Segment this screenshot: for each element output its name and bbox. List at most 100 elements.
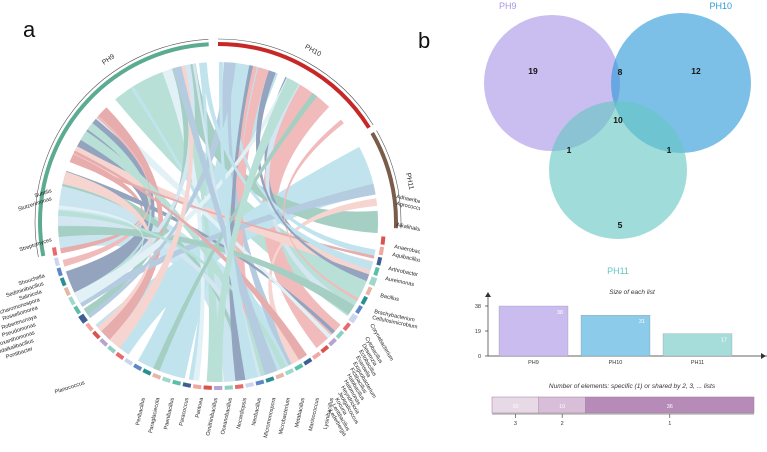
genus-segment bbox=[375, 268, 378, 276]
genus-segment bbox=[381, 247, 382, 255]
venn-set-label: PH9 bbox=[499, 1, 517, 11]
genus-segment bbox=[276, 375, 284, 378]
genus-label: Planococcus bbox=[54, 380, 86, 395]
venn-count-only-ph10: 12 bbox=[691, 66, 701, 76]
genus-segment bbox=[59, 268, 61, 276]
genus-segment bbox=[322, 347, 328, 352]
genus-segment bbox=[134, 365, 141, 369]
stack-value-label: 10 bbox=[559, 404, 565, 410]
genus-segment bbox=[193, 386, 201, 387]
bar-value-label: 38 bbox=[557, 310, 563, 316]
y-tick-label: 0 bbox=[478, 354, 481, 360]
genus-segment bbox=[383, 237, 384, 245]
stack-category-label: 1 bbox=[668, 421, 671, 427]
stack-value-label: 10 bbox=[512, 404, 518, 410]
genus-label: Aureimonas bbox=[385, 276, 415, 288]
genus-segment bbox=[337, 332, 343, 338]
genus-segment bbox=[235, 386, 243, 387]
genus-segment bbox=[56, 258, 58, 266]
genus-segment bbox=[372, 278, 375, 286]
genus-segment bbox=[54, 247, 55, 255]
genus-segment bbox=[313, 353, 320, 358]
genus-segment bbox=[344, 324, 349, 330]
venn-count-ph10-ph11: 1 bbox=[667, 145, 672, 155]
genus-segment bbox=[351, 315, 356, 322]
x-tick-label: PH9 bbox=[528, 360, 539, 366]
bar-value-label: 17 bbox=[721, 338, 727, 344]
genus-segment bbox=[117, 354, 124, 359]
y-tick-label: 19 bbox=[475, 329, 481, 335]
genus-label: Paracoccus bbox=[179, 397, 191, 427]
bar-value-label: 31 bbox=[639, 319, 645, 325]
genus-label: Micromonospora bbox=[263, 396, 278, 438]
genus-segment bbox=[357, 306, 361, 313]
genus-segment bbox=[295, 365, 302, 369]
genus-segment bbox=[125, 360, 132, 364]
genus-label: Peribacillus bbox=[135, 397, 147, 426]
genus-label: Paenibacillus bbox=[163, 397, 176, 430]
genus-segment bbox=[367, 287, 370, 294]
venn-circles bbox=[484, 13, 751, 239]
genus-segment bbox=[183, 384, 191, 386]
shared-elements-bar: Number of elements: specific (1) or shar… bbox=[437, 372, 767, 452]
genus-label: Microbacterium bbox=[278, 397, 292, 435]
genus-segment bbox=[256, 382, 264, 384]
y-axis-arrow bbox=[485, 292, 491, 297]
genus-segment bbox=[87, 324, 92, 330]
genus-label: Pantoea bbox=[195, 396, 205, 418]
group-label: PH10 bbox=[303, 44, 322, 59]
genus-label: Ornithinibacillus bbox=[206, 397, 220, 436]
chord-diagram: PH9PH10PH11SubtilisStutzerimonasStreptom… bbox=[0, 0, 420, 451]
genus-segment bbox=[225, 387, 233, 388]
group-arc-ph11: PH11 bbox=[372, 131, 414, 229]
genus-segment bbox=[81, 315, 86, 322]
genus-segment bbox=[304, 359, 311, 364]
x-tick-label: PH10 bbox=[609, 360, 623, 366]
venn-count-ph9-ph10: 8 bbox=[618, 67, 623, 77]
genus-segment bbox=[330, 339, 336, 345]
genus-segment bbox=[62, 278, 65, 286]
venn-count-only-ph11: 5 bbox=[618, 220, 623, 230]
genus-segment bbox=[75, 307, 79, 314]
stack-category-label: 3 bbox=[514, 421, 517, 427]
genus-segment bbox=[163, 379, 171, 382]
genus-segment bbox=[66, 288, 69, 296]
venn-count-all: 10 bbox=[613, 115, 623, 125]
group-label: PH9 bbox=[101, 53, 116, 66]
genus-label: Oceanobacillus bbox=[220, 397, 234, 435]
genus-label: Nocardiopsis bbox=[236, 397, 249, 430]
genus-segment bbox=[362, 297, 366, 304]
chart-title: Number of elements: specific (1) or shar… bbox=[549, 383, 716, 390]
venn-set-label: PH11 bbox=[607, 266, 629, 276]
chart-title: Size of each list bbox=[609, 289, 656, 296]
genus-segment bbox=[246, 384, 254, 386]
stack-value-label: 36 bbox=[667, 404, 673, 410]
genus-segment bbox=[286, 370, 293, 374]
genus-segment bbox=[204, 387, 212, 388]
x-axis-arrow bbox=[761, 353, 766, 359]
genus-segment bbox=[70, 297, 74, 304]
genus-segment bbox=[109, 347, 115, 352]
genus-label: Bacillus bbox=[380, 293, 400, 303]
genus-segment bbox=[266, 378, 274, 381]
venn-set-label: PH10 bbox=[709, 1, 732, 11]
genus-segment bbox=[378, 257, 380, 265]
venn-count-ph9-ph11: 1 bbox=[567, 145, 572, 155]
venn-count-only-ph9: 19 bbox=[528, 66, 538, 76]
group-label: PH11 bbox=[404, 172, 414, 190]
y-tick-label: 38 bbox=[475, 304, 481, 310]
genus-segment bbox=[94, 332, 100, 338]
genus-label: Neobacillus bbox=[251, 397, 263, 426]
genus-segment bbox=[143, 370, 150, 374]
ribbons bbox=[58, 62, 378, 382]
genus-segment bbox=[173, 382, 181, 384]
genus-label: Paraglaciecola bbox=[148, 396, 162, 433]
genus-segment bbox=[101, 340, 107, 346]
genus-label: Metabacillus bbox=[294, 397, 306, 428]
stack-category-label: 2 bbox=[561, 421, 564, 427]
genus-segment bbox=[153, 375, 161, 378]
genus-label: Marinococcus bbox=[308, 397, 321, 432]
